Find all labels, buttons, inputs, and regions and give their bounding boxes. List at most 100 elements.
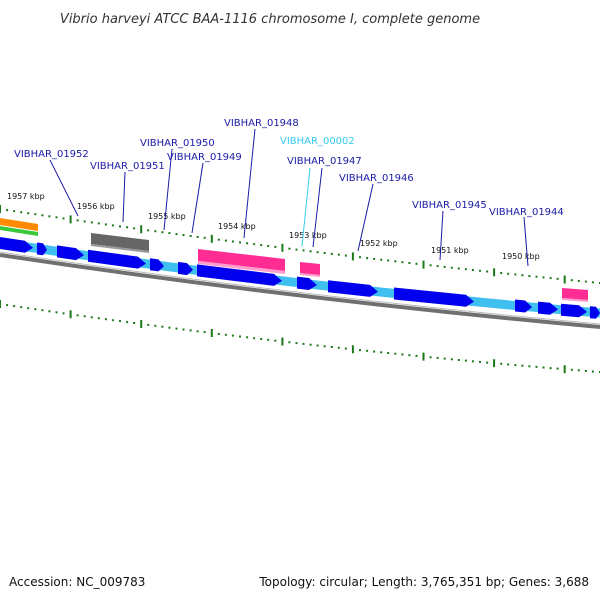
minor-tick bbox=[119, 225, 121, 228]
minor-tick bbox=[168, 326, 171, 329]
minor-tick bbox=[429, 264, 432, 267]
minor-tick bbox=[182, 328, 185, 331]
minor-tick bbox=[27, 307, 30, 310]
minor-tick bbox=[344, 347, 347, 350]
minor-tick bbox=[239, 335, 241, 338]
kbp-labels: 1957 kbp 1956 kbp 1955 kbp 1954 kbp 1953… bbox=[7, 192, 540, 261]
minor-tick bbox=[34, 308, 37, 311]
minor-tick bbox=[274, 245, 277, 248]
minor-tick bbox=[104, 318, 107, 321]
minor-tick bbox=[514, 364, 517, 367]
minor-tick bbox=[147, 229, 150, 232]
trna-feature-1953 bbox=[300, 262, 320, 277]
minor-tick bbox=[500, 272, 503, 274]
minor-tick bbox=[48, 215, 51, 218]
minor-tick bbox=[224, 333, 227, 336]
minor-tick bbox=[401, 353, 404, 356]
cds-arrow[interactable] bbox=[515, 299, 532, 313]
minor-tick bbox=[13, 210, 16, 213]
minor-tick bbox=[500, 362, 503, 365]
cds-arrow[interactable] bbox=[561, 303, 587, 318]
minor-tick bbox=[231, 334, 234, 337]
major-tick bbox=[563, 275, 566, 284]
minor-tick bbox=[224, 239, 227, 242]
major-tick bbox=[281, 243, 284, 252]
minor-tick bbox=[591, 281, 594, 284]
minor-tick bbox=[154, 230, 157, 233]
minor-tick bbox=[104, 223, 107, 226]
gene-label-01947[interactable]: VIBHAR_01947 bbox=[287, 156, 362, 167]
minor-tick bbox=[62, 312, 65, 315]
minor-tick bbox=[549, 277, 552, 280]
minor-tick bbox=[577, 279, 580, 282]
minor-tick bbox=[111, 224, 114, 227]
gene-label-01949[interactable]: VIBHAR_01949 bbox=[167, 152, 242, 163]
minor-tick bbox=[450, 358, 453, 361]
cds-arrow[interactable] bbox=[150, 258, 164, 272]
gene-label-01944[interactable]: VIBHAR_01944 bbox=[489, 207, 564, 218]
cds-arrow[interactable] bbox=[88, 249, 146, 269]
cds-arrow[interactable] bbox=[57, 245, 84, 261]
gene-label-01946[interactable]: VIBHAR_01946 bbox=[339, 173, 414, 184]
minor-tick bbox=[175, 327, 178, 330]
minor-tick bbox=[90, 221, 93, 224]
minor-tick bbox=[97, 222, 100, 225]
minor-tick bbox=[528, 275, 531, 277]
minor-tick bbox=[20, 211, 23, 214]
gene-label-01945[interactable]: VIBHAR_01945 bbox=[412, 200, 487, 211]
minor-tick bbox=[260, 338, 263, 340]
minor-tick bbox=[507, 363, 510, 366]
gene-labels: VIBHAR_01952 VIBHAR_01951 VIBHAR_01950 V… bbox=[14, 118, 564, 267]
kbp-label-1953: 1953 kbp bbox=[289, 231, 327, 240]
trna-feature-1954 bbox=[198, 249, 285, 274]
minor-tick bbox=[450, 266, 453, 269]
minor-tick bbox=[584, 280, 587, 283]
minor-tick bbox=[408, 262, 411, 264]
gene-label-00002[interactable]: VIBHAR_00002 bbox=[280, 136, 355, 147]
map-title: Vibrio harveyi ATCC BAA-1116 chromosome … bbox=[60, 12, 480, 27]
cds-arrow[interactable] bbox=[590, 306, 600, 319]
minor-tick bbox=[457, 267, 460, 270]
major-tick bbox=[422, 260, 425, 269]
gene-label-01951[interactable]: VIBHAR_01951 bbox=[90, 161, 165, 172]
minor-tick bbox=[267, 338, 270, 341]
cds-arrow[interactable] bbox=[538, 301, 558, 315]
minor-tick bbox=[316, 344, 319, 347]
minor-tick bbox=[161, 325, 164, 328]
gene-label-01952[interactable]: VIBHAR_01952 bbox=[14, 149, 89, 160]
cds-arrow[interactable] bbox=[328, 280, 378, 297]
minor-tick bbox=[97, 317, 100, 320]
minor-tick bbox=[267, 245, 270, 247]
minor-tick bbox=[556, 277, 559, 280]
minor-tick bbox=[62, 217, 65, 220]
minor-tick bbox=[83, 315, 86, 318]
cds-arrow[interactable] bbox=[197, 264, 282, 286]
major-tick bbox=[563, 365, 566, 374]
minor-tick bbox=[535, 275, 538, 278]
minor-tick bbox=[394, 260, 397, 263]
minor-tick bbox=[111, 319, 114, 322]
genome-backbone-highlight bbox=[0, 251, 600, 325]
cds-arrow[interactable] bbox=[178, 261, 193, 276]
genome-backbone bbox=[0, 253, 600, 329]
gene-label-01950[interactable]: VIBHAR_01950 bbox=[140, 138, 215, 149]
minor-tick bbox=[464, 268, 467, 271]
topology-text: Topology: circular; Length: 3,765,351 bp… bbox=[258, 575, 589, 589]
cds-arrow[interactable] bbox=[37, 242, 47, 256]
minor-tick bbox=[471, 360, 474, 363]
gene-label-01948[interactable]: VIBHAR_01948 bbox=[224, 118, 299, 129]
minor-tick bbox=[415, 354, 418, 357]
minor-tick bbox=[443, 357, 446, 360]
minor-tick bbox=[443, 265, 446, 268]
cds-arrow[interactable] bbox=[0, 237, 33, 253]
cds-arrow[interactable] bbox=[394, 287, 474, 307]
cds-arrow[interactable] bbox=[297, 276, 317, 290]
minor-tick bbox=[591, 370, 594, 373]
minor-tick bbox=[76, 219, 79, 222]
minor-tick bbox=[288, 247, 291, 250]
kbp-label-1955: 1955 kbp bbox=[148, 212, 186, 221]
cds-features bbox=[0, 237, 600, 319]
minor-tick bbox=[479, 269, 481, 272]
minor-tick bbox=[337, 346, 340, 349]
minor-tick bbox=[394, 352, 397, 355]
